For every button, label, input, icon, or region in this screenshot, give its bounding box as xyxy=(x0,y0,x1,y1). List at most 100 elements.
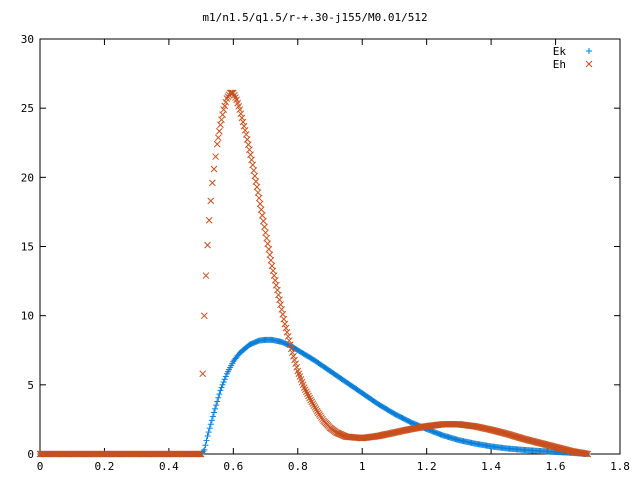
point-eh xyxy=(219,111,226,118)
point-eh xyxy=(287,345,295,353)
point-eh-d2 xyxy=(231,91,238,99)
point-eh xyxy=(283,328,291,336)
point-eh xyxy=(263,234,270,242)
point-eh xyxy=(262,229,269,237)
legend-marker-ek xyxy=(586,48,592,54)
point-eh-d2 xyxy=(254,189,262,196)
point-eh xyxy=(239,118,247,126)
point-eh-d2 xyxy=(307,396,315,404)
point-eh-d2 xyxy=(234,99,241,107)
point-eh xyxy=(196,450,204,458)
y-tick-label: 10 xyxy=(21,310,34,323)
point-eh xyxy=(237,110,245,118)
point-eh-d2 xyxy=(267,256,275,264)
point-eh-d2 xyxy=(264,240,272,248)
point-eh-d2 xyxy=(251,172,259,180)
point-eh-d2 xyxy=(285,337,293,344)
x-tick-label: 0.6 xyxy=(223,460,243,473)
point-eh xyxy=(238,114,246,122)
point-eh-d2 xyxy=(256,200,264,208)
y-tick-label: 30 xyxy=(21,33,34,46)
point-eh-d2 xyxy=(289,349,296,356)
point-eh-d2 xyxy=(242,131,250,138)
point-eh xyxy=(246,146,253,154)
point-eh-d2 xyxy=(294,367,302,375)
point-eh xyxy=(226,89,234,97)
point-eh xyxy=(305,392,312,400)
point-eh xyxy=(255,194,263,202)
y-tick-label: 5 xyxy=(27,379,34,392)
point-eh xyxy=(301,386,309,394)
point-eh-d2 xyxy=(502,430,510,437)
point-eh-d2 xyxy=(207,197,215,205)
point-eh-d2 xyxy=(258,212,266,219)
point-eh xyxy=(213,140,221,148)
point-eh-d2 xyxy=(281,320,289,328)
point-eh-d2 xyxy=(284,333,292,340)
point-eh xyxy=(293,363,301,371)
legend-marker-eh xyxy=(585,60,593,68)
point-eh-d2 xyxy=(197,450,205,458)
point-eh xyxy=(285,337,293,344)
point-eh-d2 xyxy=(291,356,298,364)
point-eh-d2 xyxy=(199,370,207,378)
point-eh-d2 xyxy=(262,229,269,237)
point-eh xyxy=(204,241,211,249)
point-ek xyxy=(202,442,209,449)
point-eh xyxy=(199,370,207,378)
point-eh-d2 xyxy=(508,431,516,439)
point-eh xyxy=(309,400,317,408)
point-eh xyxy=(252,178,260,185)
point-eh-d2 xyxy=(195,450,203,458)
point-eh-d2 xyxy=(255,194,263,202)
point-eh-d2 xyxy=(214,134,222,142)
plot-frame xyxy=(39,38,621,455)
point-eh-d2 xyxy=(503,430,511,438)
point-eh xyxy=(216,127,223,135)
point-eh-d2 xyxy=(216,127,223,135)
point-eh-d2 xyxy=(223,95,231,102)
point-eh-d2 xyxy=(238,114,246,122)
point-eh-d2 xyxy=(257,206,265,213)
point-eh-d2 xyxy=(583,450,590,458)
point-eh-d2 xyxy=(263,234,270,242)
point-eh-d2 xyxy=(210,165,218,173)
point-eh xyxy=(256,200,264,208)
point-eh-d2 xyxy=(212,153,219,160)
point-eh-d2 xyxy=(250,167,258,174)
legend-label-ek: Ek xyxy=(553,45,567,58)
point-eh-d2 xyxy=(286,341,294,349)
point-eh xyxy=(221,102,229,110)
point-eh xyxy=(250,167,258,174)
ticks-layer: 0 0.2 0.4 0.6 0.8 1 1.2 1.4 1.6 1.8 0 5 10 15 20 25 30 xyxy=(21,33,630,473)
series-eh xyxy=(36,89,592,458)
point-eh-d2 xyxy=(219,111,226,118)
point-eh xyxy=(266,251,274,259)
point-eh-d2 xyxy=(293,363,301,371)
point-eh xyxy=(304,390,311,398)
point-ek xyxy=(208,417,215,424)
point-eh xyxy=(260,217,267,225)
point-eh xyxy=(303,388,310,396)
y-tick-label: 0 xyxy=(27,448,34,461)
series-ek xyxy=(37,336,591,457)
point-eh-d2 xyxy=(220,106,228,113)
y-tick-label: 20 xyxy=(21,171,34,184)
point-eh-d2 xyxy=(295,370,303,378)
point-eh-d2 xyxy=(247,151,254,159)
point-eh-d2 xyxy=(236,106,244,113)
point-eh xyxy=(291,356,298,364)
x-tick-label: 0.2 xyxy=(95,460,115,473)
point-eh xyxy=(289,349,296,356)
point-eh-d2 xyxy=(301,386,309,394)
point-eh-d2 xyxy=(202,272,210,279)
point-ek xyxy=(214,398,221,405)
point-eh-d2 xyxy=(299,381,307,389)
point-eh xyxy=(584,450,592,458)
point-eh-d2 xyxy=(515,434,523,441)
point-ek xyxy=(213,402,220,409)
point-eh xyxy=(200,312,208,320)
point-ek xyxy=(206,425,213,432)
chart-title: m1/n1.5/q1.5/r-+.30-j155/M0.01/512 xyxy=(202,11,427,24)
